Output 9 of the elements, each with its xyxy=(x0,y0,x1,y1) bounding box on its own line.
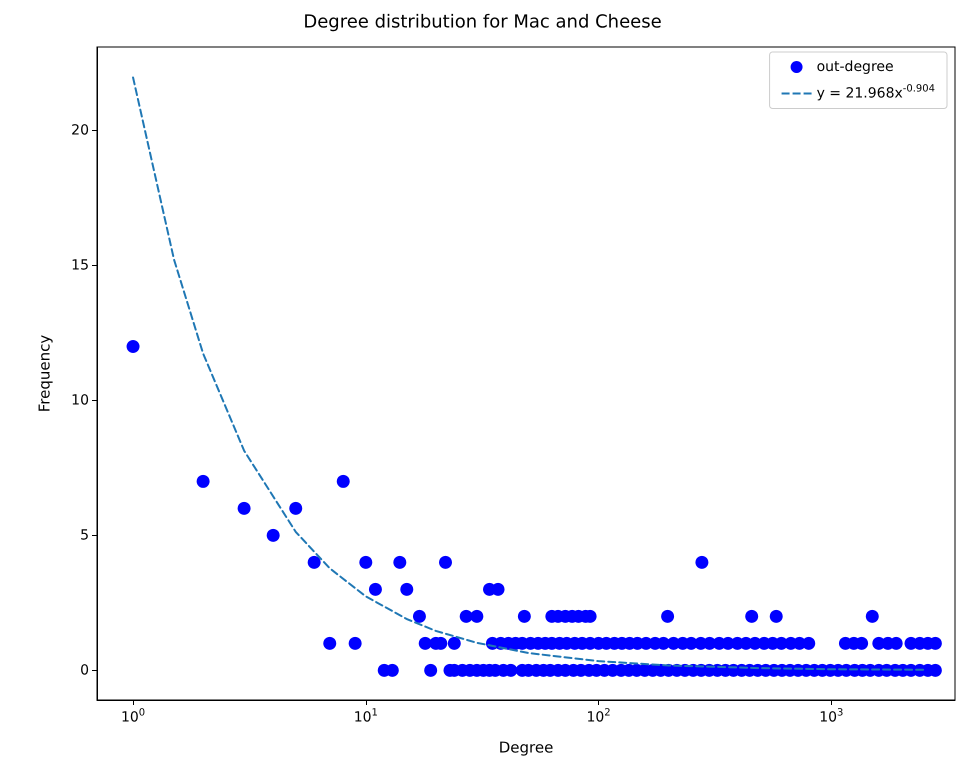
y-axis-title: Frequency xyxy=(36,334,54,412)
y-tick-label: 15 xyxy=(71,258,89,274)
x-axis-title: Degree xyxy=(498,738,554,756)
legend-label: out-degree xyxy=(816,59,894,75)
y-tick-label: 0 xyxy=(80,662,89,678)
y-tick-label: 10 xyxy=(71,392,89,408)
chart-title: Degree distribution for Mac and Cheese xyxy=(303,12,662,32)
y-tick-label: 20 xyxy=(71,122,89,139)
y-tick-label: 5 xyxy=(80,527,89,544)
